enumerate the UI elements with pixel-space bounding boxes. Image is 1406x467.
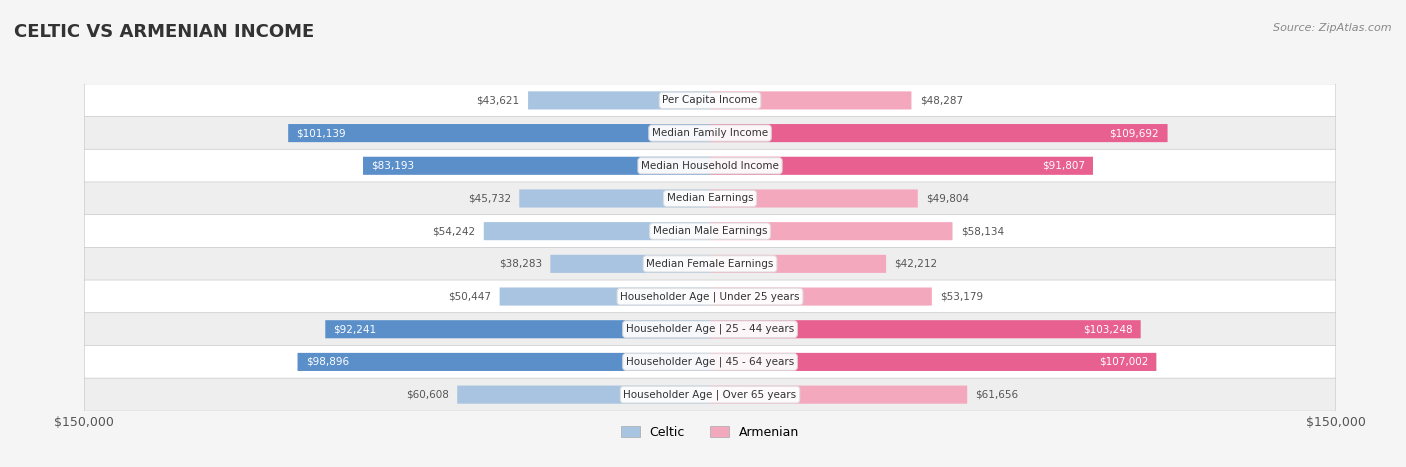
FancyBboxPatch shape — [84, 378, 1336, 411]
Text: $107,002: $107,002 — [1098, 357, 1149, 367]
Text: Householder Age | Under 25 years: Householder Age | Under 25 years — [620, 291, 800, 302]
Text: $43,621: $43,621 — [477, 95, 520, 106]
FancyBboxPatch shape — [84, 346, 1336, 378]
FancyBboxPatch shape — [529, 92, 710, 109]
FancyBboxPatch shape — [84, 248, 1336, 280]
Text: $49,804: $49,804 — [927, 193, 969, 204]
Text: Median Household Income: Median Household Income — [641, 161, 779, 171]
Text: $50,447: $50,447 — [449, 291, 491, 302]
Text: $109,692: $109,692 — [1109, 128, 1159, 138]
FancyBboxPatch shape — [710, 288, 932, 305]
FancyBboxPatch shape — [298, 353, 710, 371]
FancyBboxPatch shape — [484, 222, 710, 240]
Text: $58,134: $58,134 — [960, 226, 1004, 236]
FancyBboxPatch shape — [710, 157, 1092, 175]
FancyBboxPatch shape — [710, 190, 918, 207]
FancyBboxPatch shape — [84, 117, 1336, 149]
Text: Householder Age | Over 65 years: Householder Age | Over 65 years — [623, 389, 797, 400]
FancyBboxPatch shape — [519, 190, 710, 207]
Text: Median Earnings: Median Earnings — [666, 193, 754, 204]
FancyBboxPatch shape — [363, 157, 710, 175]
FancyBboxPatch shape — [710, 320, 1140, 338]
FancyBboxPatch shape — [710, 353, 1156, 371]
Text: $60,608: $60,608 — [406, 389, 449, 400]
Text: $91,807: $91,807 — [1042, 161, 1084, 171]
FancyBboxPatch shape — [710, 124, 1167, 142]
FancyBboxPatch shape — [288, 124, 710, 142]
FancyBboxPatch shape — [84, 313, 1336, 346]
Text: Per Capita Income: Per Capita Income — [662, 95, 758, 106]
FancyBboxPatch shape — [84, 280, 1336, 313]
FancyBboxPatch shape — [550, 255, 710, 273]
Text: $48,287: $48,287 — [920, 95, 963, 106]
Text: Median Male Earnings: Median Male Earnings — [652, 226, 768, 236]
Legend: Celtic, Armenian: Celtic, Armenian — [616, 421, 804, 444]
Text: $61,656: $61,656 — [976, 389, 1019, 400]
Text: $83,193: $83,193 — [371, 161, 415, 171]
Text: Source: ZipAtlas.com: Source: ZipAtlas.com — [1274, 23, 1392, 33]
FancyBboxPatch shape — [84, 215, 1336, 248]
Text: $38,283: $38,283 — [499, 259, 541, 269]
Text: Median Family Income: Median Family Income — [652, 128, 768, 138]
Text: $92,241: $92,241 — [333, 324, 377, 334]
FancyBboxPatch shape — [710, 222, 952, 240]
Text: Householder Age | 45 - 64 years: Householder Age | 45 - 64 years — [626, 357, 794, 367]
FancyBboxPatch shape — [84, 84, 1336, 117]
Text: Householder Age | 25 - 44 years: Householder Age | 25 - 44 years — [626, 324, 794, 334]
Text: $42,212: $42,212 — [894, 259, 938, 269]
FancyBboxPatch shape — [710, 255, 886, 273]
Text: CELTIC VS ARMENIAN INCOME: CELTIC VS ARMENIAN INCOME — [14, 23, 315, 42]
Text: $98,896: $98,896 — [307, 357, 349, 367]
Text: $101,139: $101,139 — [297, 128, 346, 138]
FancyBboxPatch shape — [325, 320, 710, 338]
FancyBboxPatch shape — [710, 386, 967, 403]
Text: Median Female Earnings: Median Female Earnings — [647, 259, 773, 269]
Text: $45,732: $45,732 — [468, 193, 510, 204]
Text: $54,242: $54,242 — [432, 226, 475, 236]
Text: $53,179: $53,179 — [941, 291, 983, 302]
FancyBboxPatch shape — [457, 386, 710, 403]
FancyBboxPatch shape — [710, 92, 911, 109]
FancyBboxPatch shape — [499, 288, 710, 305]
Text: $103,248: $103,248 — [1083, 324, 1132, 334]
FancyBboxPatch shape — [84, 182, 1336, 215]
FancyBboxPatch shape — [84, 149, 1336, 182]
